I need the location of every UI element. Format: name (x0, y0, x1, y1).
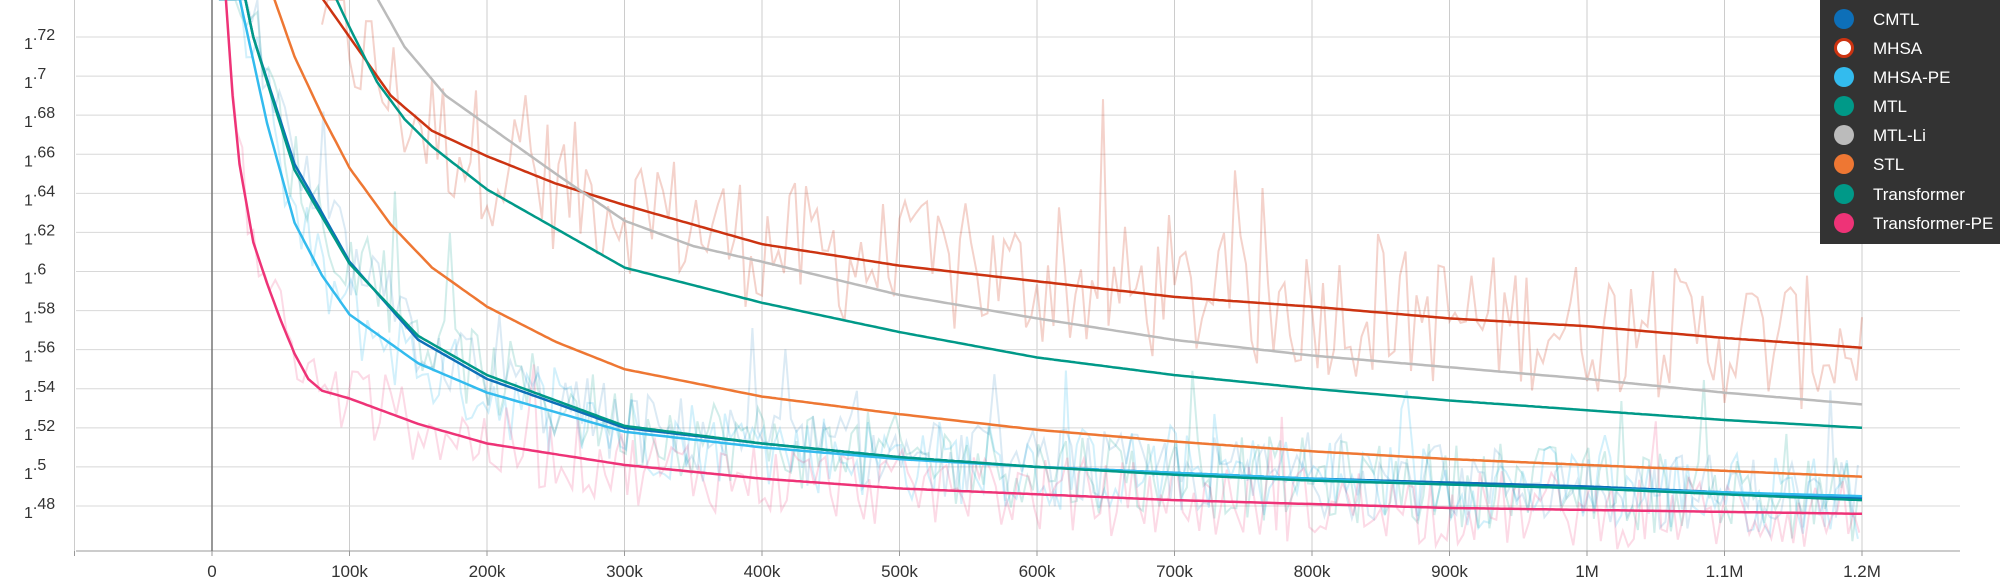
raw-noise-line (321, 0, 1863, 410)
y-tick-label: 1.6 (24, 262, 46, 288)
legend-item-transformer[interactable]: Transformer (1820, 180, 2000, 209)
axes (74, 0, 1960, 556)
legend-swatch-mtl (1834, 96, 1854, 116)
raw-noise-line (218, 0, 1859, 539)
y-tick-label: 1.68 (24, 105, 55, 131)
raw-noise-line (218, 0, 1859, 542)
y-tick-label: 1.54 (24, 379, 55, 405)
series-line-stl (273, 0, 1863, 478)
legend-swatch-transformer (1834, 184, 1854, 204)
legend-label-mhsa: MHSA (1873, 39, 1923, 58)
x-tick-label: 100k (331, 562, 368, 581)
y-tick-label: 1.72 (24, 27, 55, 53)
legend-swatch-mhsa-pe (1834, 67, 1854, 87)
y-tick-label: 1.58 (24, 301, 55, 327)
x-tick-label: 1.1M (1706, 562, 1744, 581)
legend-label-transformer-pe: Transformer-PE (1873, 214, 1994, 233)
x-tick-label: 400k (744, 562, 781, 581)
y-tick-label: 1.48 (24, 496, 55, 522)
legend-label-mhsa-pe: MHSA-PE (1873, 68, 1951, 87)
legend-swatch-cmtl (1834, 9, 1854, 29)
x-tick-label: 0 (207, 562, 216, 581)
legend-label-transformer: Transformer (1873, 185, 1965, 204)
y-tick-label: 1.52 (24, 418, 55, 444)
legend-swatch-transformer-pe (1834, 213, 1854, 233)
x-tick-label: 800k (1294, 562, 1331, 581)
legend-label-mtl-li: MTL-Li (1873, 126, 1926, 145)
legend-item-mhsa[interactable]: MHSA (1820, 34, 2000, 63)
x-tick-label: 1M (1575, 562, 1599, 581)
x-tick-label: 900k (1431, 562, 1468, 581)
x-tick-label: 600k (1019, 562, 1056, 581)
raw-noise-line (218, 0, 1859, 533)
y-tick-label: 1.62 (24, 222, 55, 248)
legend-swatch-stl (1834, 154, 1854, 174)
legend-item-cmtl[interactable]: CMTL (1820, 5, 2000, 34)
x-tick-label: 1.2M (1843, 562, 1881, 581)
x-tick-label: 500k (881, 562, 918, 581)
y-tick-label: 1.66 (24, 144, 55, 170)
series-line-mtl-li (376, 0, 1863, 406)
legend-swatch-mhsa (1834, 38, 1854, 58)
y-tick-label: 1.64 (24, 183, 55, 209)
legend-label-cmtl: CMTL (1873, 10, 1920, 29)
legend: CMTL MHSA MHSA-PE MTL MTL-Li STL Transfo… (1820, 0, 2000, 244)
legend-item-mtl[interactable]: MTL (1820, 92, 2000, 121)
series-line-transformer (335, 0, 1863, 430)
legend-item-stl[interactable]: STL (1820, 150, 2000, 179)
series-line-transformer-pe (224, 0, 1862, 516)
series-line-mtl (244, 0, 1863, 502)
legend-item-transformer-pe[interactable]: Transformer-PE (1820, 209, 2000, 238)
legend-label-stl: STL (1873, 155, 1905, 174)
y-tick-label: 1.56 (24, 340, 55, 366)
smoothed-series (224, 0, 1863, 516)
gridlines (74, 0, 1960, 551)
y-tick-label: 1.7 (24, 66, 46, 92)
legend-item-mhsa-pe[interactable]: MHSA-PE (1820, 63, 2000, 92)
legend-swatch-mtl-li (1834, 125, 1854, 145)
x-tick-label: 700k (1156, 562, 1193, 581)
x-tick-label: 300k (606, 562, 643, 581)
tick-labels: 0 100k 200k 300k 400k 500k 600k 700k 800k 900k 1M 1… (24, 27, 1881, 581)
legend-item-mtl-li[interactable]: MTL-Li (1820, 121, 2000, 150)
x-tick-label: 200k (469, 562, 506, 581)
legend-label-mtl: MTL (1873, 97, 1907, 116)
y-tick-label: 1.5 (24, 457, 46, 483)
